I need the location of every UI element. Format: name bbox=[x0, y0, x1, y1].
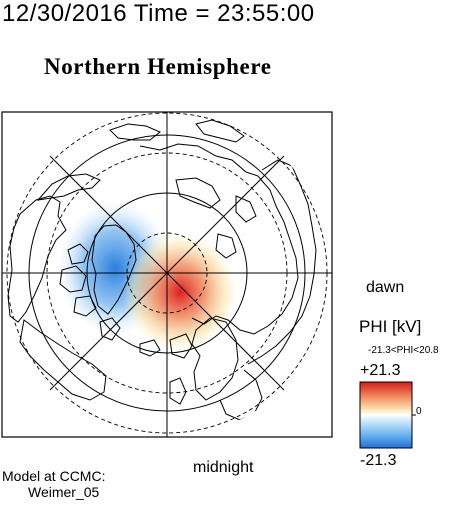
colorbar bbox=[359, 381, 413, 449]
colorbar-min-label: -21.3 bbox=[360, 452, 397, 469]
dawn-label: dawn bbox=[366, 279, 405, 296]
midnight-label: midnight bbox=[193, 459, 254, 476]
meridian-line bbox=[49, 155, 285, 391]
colorbar-max-label: +21.3 bbox=[360, 362, 401, 379]
colorbar-zero-label: 0 bbox=[416, 406, 422, 417]
model-label: Model at CCMC: bbox=[2, 468, 106, 484]
potential-cells bbox=[57, 200, 238, 352]
model-name: Weimer_05 bbox=[28, 484, 100, 500]
colorbar-title: PHI [kV] bbox=[359, 317, 422, 336]
polar-map bbox=[1, 111, 416, 449]
timestamp: 12/30/2016 Time = 23:55:00 bbox=[2, 0, 315, 27]
meridians bbox=[2, 112, 332, 437]
map-frame bbox=[1, 111, 333, 438]
colorbar-range: -21.3<PHI<20.8 bbox=[368, 345, 439, 356]
plot-title: Northern Hemisphere bbox=[44, 54, 272, 79]
positive-potential-cell bbox=[122, 232, 238, 352]
